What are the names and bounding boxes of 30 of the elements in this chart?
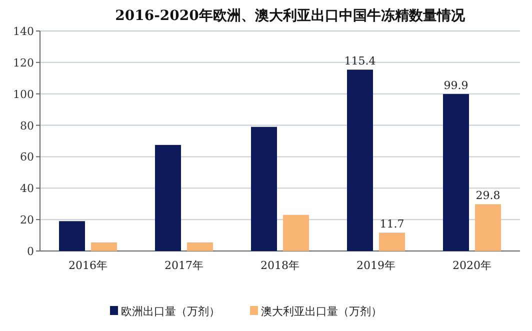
- bar: [251, 126, 277, 251]
- bar: [187, 242, 213, 251]
- bar: [347, 70, 373, 251]
- bar: [283, 214, 309, 251]
- x-tick-label: 2016年: [68, 259, 108, 272]
- x-tick-label: 2018年: [260, 259, 300, 272]
- y-tick-label: 0: [27, 245, 34, 258]
- x-tick-label: 2017年: [164, 259, 204, 272]
- bar: [155, 144, 181, 251]
- y-tick-label: 120: [13, 56, 34, 70]
- bar: [475, 204, 501, 251]
- x-tick-label: 2020年: [452, 259, 492, 272]
- data-label: 11.7: [380, 218, 404, 231]
- y-tick-label: 40: [20, 182, 34, 196]
- data-label: 99.9: [444, 79, 468, 92]
- x-tick-label: 2019年: [356, 259, 396, 272]
- y-tick-label: 20: [20, 214, 34, 227]
- legend-label: 欧洲出口量（万剂）: [121, 305, 220, 318]
- bar: [59, 221, 85, 251]
- y-tick-label: 80: [20, 119, 34, 132]
- y-tick-label: 60: [20, 150, 34, 164]
- legend-label: 澳大利亚出口量（万剂）: [261, 305, 382, 318]
- data-label: 115.4: [344, 54, 376, 68]
- bar: [443, 94, 469, 251]
- bar: [379, 232, 405, 251]
- y-tick-label: 100: [13, 88, 34, 101]
- chart-title: 2016-2020年欧洲、澳大利亚出口中国牛冻精数量情况: [115, 7, 466, 24]
- y-tick-label: 140: [13, 25, 34, 38]
- bar: [91, 242, 117, 251]
- data-label: 29.8: [476, 189, 500, 202]
